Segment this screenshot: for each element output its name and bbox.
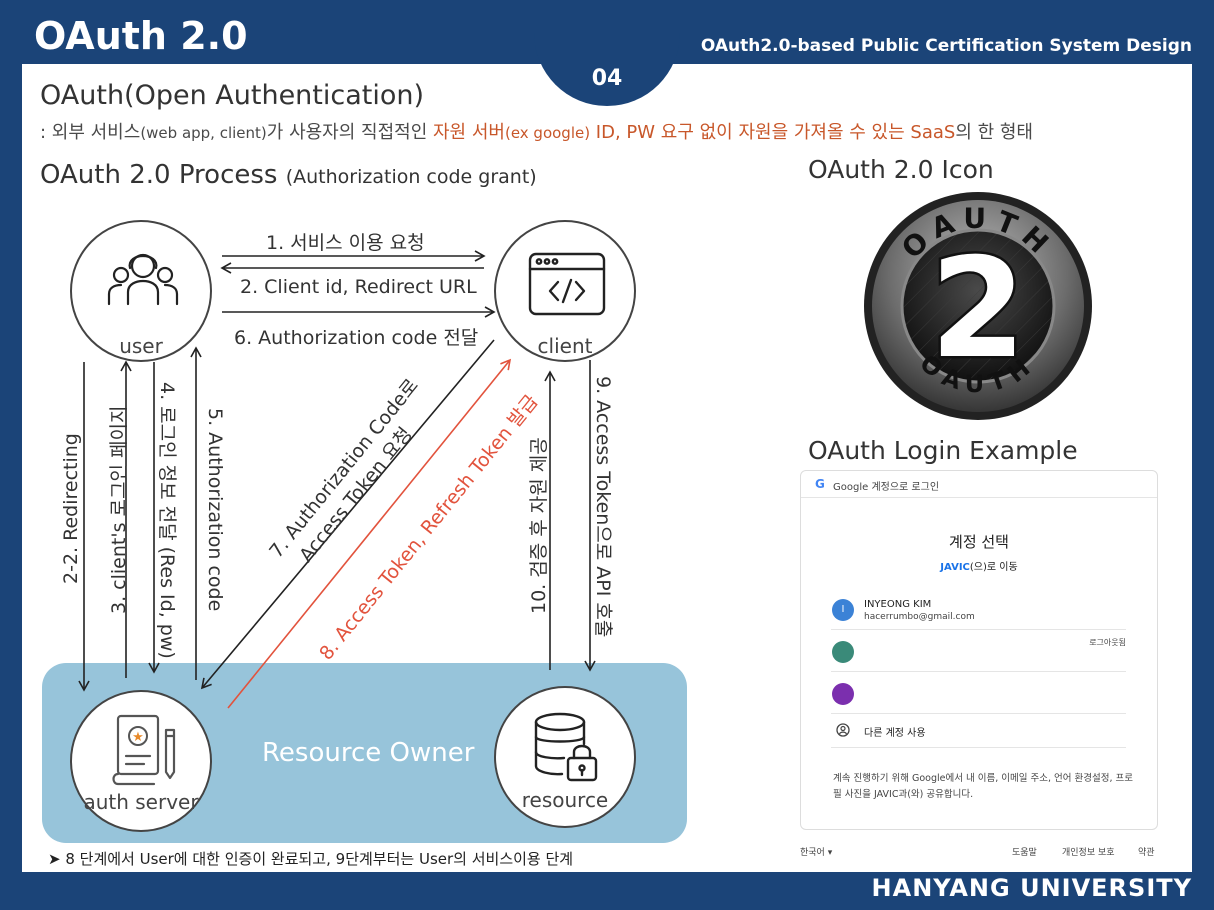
- step-2-2-label: 2-2. Redirecting: [60, 433, 82, 584]
- icon-heading: OAuth 2.0 Icon: [808, 155, 994, 184]
- login-card-header: G Google 계정으로 로그인: [801, 471, 1157, 498]
- process-heading: OAuth 2.0 Process (Authorization code gr…: [40, 160, 537, 190]
- google-g-icon: G: [815, 477, 825, 491]
- node-client: client: [494, 220, 636, 362]
- other-account-item[interactable]: 다른 계정 사용: [831, 715, 1126, 748]
- avatar: I: [832, 599, 854, 621]
- def-part-highlight: ID, PW 요구 없이 자원을 가져올 수 있는 SaaS: [590, 122, 956, 143]
- oauth-logo-icon: OAUTH OAUTH 2: [864, 192, 1092, 420]
- def-part: (web app, client): [140, 124, 267, 142]
- node-user: user: [70, 220, 212, 362]
- login-title: 계정 선택: [949, 533, 1009, 551]
- node-auth-server: ★ auth server: [70, 690, 212, 832]
- step-1-label: 1. 서비스 이용 요청: [266, 232, 425, 254]
- def-part: 가 사용자의 직접적인: [266, 122, 433, 143]
- account-circle-icon: [836, 723, 850, 737]
- account-email: hacerrumbo@gmail.com: [864, 612, 975, 622]
- privacy-link[interactable]: 개인정보 보호: [1062, 848, 1115, 858]
- login-description: 계속 진행하기 위해 Google에서 내 이름, 이메일 주소, 언어 환경설…: [833, 773, 1133, 800]
- other-account-label: 다른 계정 사용: [864, 728, 926, 739]
- def-part-highlight: (ex google): [504, 124, 591, 142]
- step-6-label: 6. Authorization code 전달: [234, 327, 479, 349]
- account-name: INYEONG KIM: [864, 599, 932, 610]
- university-logo: HANYANG UNIVERSITY: [871, 874, 1192, 902]
- terms-link[interactable]: 약관: [1138, 848, 1155, 858]
- certificate-icon: ★: [112, 714, 176, 786]
- step-2-label: 2. Client id, Redirect URL: [240, 276, 477, 298]
- avatar: [832, 641, 854, 663]
- slide-subtitle: OAuth2.0-based Public Certification Syst…: [700, 36, 1192, 56]
- node-resource: resource: [494, 686, 636, 828]
- step-4-label: 4. 로그인 정보 전달 (Res Id, pw): [156, 382, 178, 659]
- svg-text:★: ★: [132, 730, 144, 745]
- process-heading-text: OAuth 2.0 Process: [40, 160, 278, 190]
- account-item[interactable]: [831, 673, 1126, 714]
- account-item[interactable]: I INYEONG KIM hacerrumbo@gmail.com: [831, 589, 1126, 630]
- def-part: 의 한 형태: [955, 122, 1033, 143]
- def-part: : 외부 서비스: [40, 122, 141, 143]
- browser-code-icon: [528, 252, 606, 316]
- avatar: [832, 683, 854, 705]
- login-subtitle: JAVIC(으)로 이동: [801, 558, 1157, 573]
- step-5-label: 5. Authorization code: [204, 408, 226, 612]
- definition-text: : 외부 서비스(web app, client)가 사용자의 직접적인 자원 …: [40, 118, 1033, 144]
- google-login-card: G Google 계정으로 로그인 계정 선택 JAVIC(으)로 이동 I I…: [800, 470, 1158, 830]
- logo-number: 2: [930, 228, 1026, 389]
- account-status: 로그아웃됨: [1089, 638, 1126, 647]
- def-part-highlight: 자원 서버: [433, 122, 505, 143]
- language-select[interactable]: 한국어 ▾: [800, 848, 833, 858]
- node-resource-label: resource: [521, 788, 609, 812]
- step-9-label: 9. Access Token으로 API 호출: [592, 376, 614, 638]
- database-lock-icon: [534, 712, 598, 782]
- node-client-label: client: [537, 334, 593, 358]
- definition-heading: OAuth(Open Authentication): [40, 80, 425, 111]
- step-10-label: 10. 검증 후 자원 제공: [528, 437, 550, 614]
- step-3-label: 3. client's 로그인 페이지: [108, 405, 130, 614]
- slide-title: OAuth 2.0: [34, 14, 248, 58]
- node-user-label: user: [119, 334, 163, 358]
- users-icon: [107, 253, 179, 306]
- node-auth-server-label: auth server: [83, 790, 199, 814]
- process-note: ➤ 8 단계에서 User에 대한 인증이 완료되고, 9단계부터는 User의…: [48, 850, 574, 868]
- help-link[interactable]: 도움말: [1012, 848, 1037, 858]
- resource-owner-label: Resource Owner: [262, 738, 475, 768]
- login-app-name: JAVIC: [940, 562, 970, 573]
- login-header-text: Google 계정으로 로그인: [833, 482, 940, 493]
- process-subheading: (Authorization code grant): [285, 166, 537, 188]
- account-item[interactable]: 로그아웃됨: [831, 631, 1126, 672]
- login-subtitle-rest: (으)로 이동: [969, 562, 1018, 573]
- login-heading: OAuth Login Example: [808, 436, 1078, 465]
- page-number: 04: [591, 66, 623, 91]
